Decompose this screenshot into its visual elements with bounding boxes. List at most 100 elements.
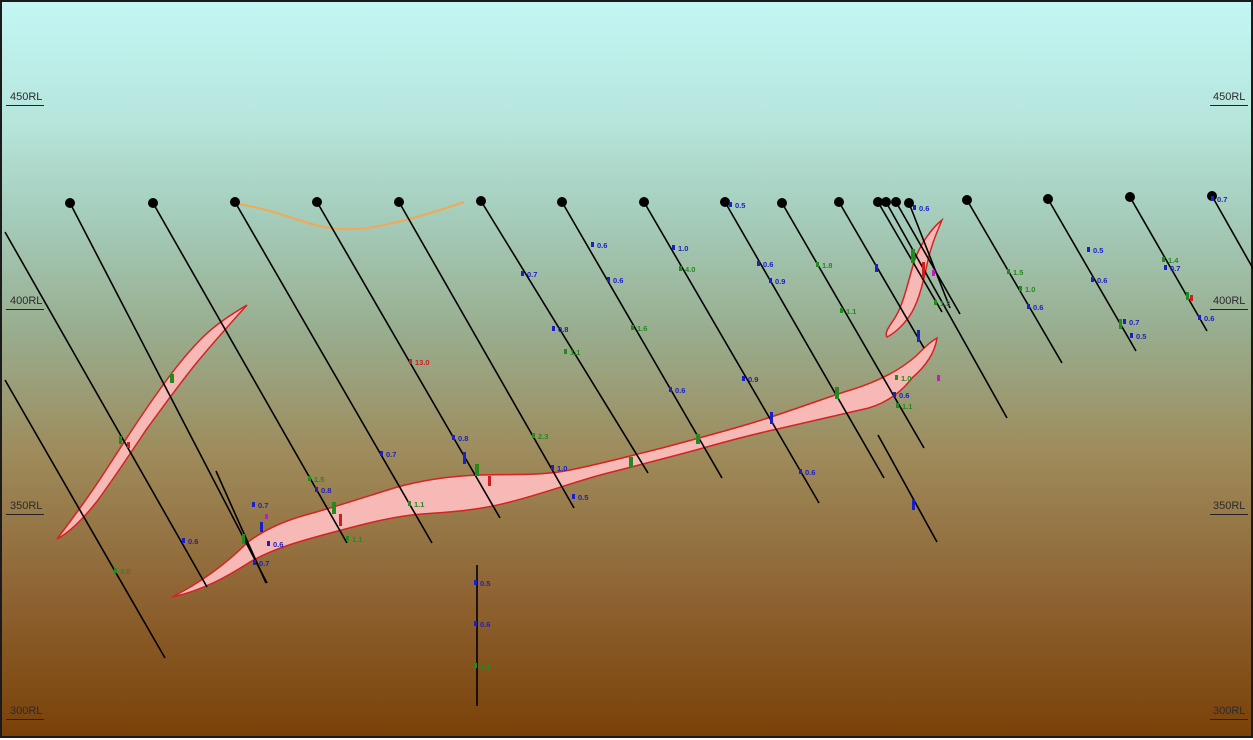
assay-label: 0.6 xyxy=(805,468,815,477)
drill-hole-trace xyxy=(480,200,649,474)
rl-label-350-right: 350RL xyxy=(1213,500,1246,512)
hole-collars xyxy=(65,191,1217,208)
assay-label: 1.1 xyxy=(352,535,362,544)
hole-collar xyxy=(891,197,901,207)
drill-hole-trace xyxy=(4,231,208,588)
assay-label: 1.4 xyxy=(1168,256,1179,265)
drill-hole-trace xyxy=(69,202,268,584)
lode-upper-left xyxy=(56,304,248,540)
hole-collar xyxy=(557,197,567,207)
hole-collar xyxy=(1043,194,1053,204)
assay-label: 0.6 xyxy=(675,386,685,395)
hole-collar xyxy=(312,197,322,207)
drill-hole-trace xyxy=(877,201,943,313)
assay-label: 1.1 xyxy=(846,307,856,316)
drill-hole-trace xyxy=(561,201,723,479)
rl-tick-350-left xyxy=(6,514,44,515)
assay-label: 0.7 xyxy=(527,270,537,279)
lode-main xyxy=(171,336,938,598)
assay-label: 0.8 xyxy=(321,486,331,495)
assay-label: 1.3 xyxy=(940,299,950,308)
rl-label-350-left: 350RL xyxy=(10,500,43,512)
rl-label-300-left: 300RL xyxy=(10,705,43,717)
assay-label: 0.6 xyxy=(1033,303,1043,312)
drill-hole-trace xyxy=(781,202,925,449)
drill-hole-trace xyxy=(966,199,1063,364)
hole-collar xyxy=(639,197,649,207)
assay-label: 0.6 xyxy=(919,204,929,213)
assay-label: 0.6 xyxy=(480,620,490,629)
hole-collar xyxy=(962,195,972,205)
drill-hole-trace xyxy=(152,202,348,544)
assay-label: 0.8 xyxy=(558,325,568,334)
drill-hole-trace xyxy=(877,434,938,543)
assay-label: 0.9 xyxy=(775,277,785,286)
rl-tick-450-right xyxy=(1210,105,1248,106)
assay-label: 0.5 xyxy=(735,201,745,210)
assay-label: 0.6 xyxy=(1204,314,1214,323)
assay-label: 0.6 xyxy=(1097,276,1107,285)
drill-hole-trace xyxy=(234,201,433,544)
assay-label: 0.7 xyxy=(259,559,269,568)
rl-tick-350-right xyxy=(1210,514,1248,515)
assay-label: 0.6 xyxy=(273,540,283,549)
hole-collar xyxy=(1125,192,1135,202)
assay-label: 0.6 xyxy=(188,537,198,546)
rl-label-400-right: 400RL xyxy=(1213,295,1246,307)
assay-label: 1.5 xyxy=(314,475,324,484)
drill-hole-trace xyxy=(885,201,1008,419)
rl-label-450-right: 450RL xyxy=(1213,91,1246,103)
rl-tick-300-left xyxy=(6,719,44,720)
assay-label: 13.0 xyxy=(415,358,430,367)
hole-collar xyxy=(476,196,486,206)
drill-hole-trace xyxy=(1211,195,1253,271)
assay-label: 0.6 xyxy=(613,276,623,285)
hole-collar xyxy=(834,197,844,207)
drill-hole-trace xyxy=(908,202,951,309)
drill-holes xyxy=(4,195,1253,706)
drill-hole-trace xyxy=(398,201,575,509)
assay-label: 1.8 xyxy=(822,261,832,270)
drill-hole-trace xyxy=(895,201,961,315)
assay-label: 1.1 xyxy=(902,402,912,411)
drill-hole-trace xyxy=(838,201,925,349)
rl-label-300-right: 300RL xyxy=(1213,705,1246,717)
assay-label: 1.6 xyxy=(637,324,647,333)
assay-label: 2.3 xyxy=(538,432,548,441)
drill-hole-trace xyxy=(4,379,166,659)
hole-collar xyxy=(65,198,75,208)
hole-collar xyxy=(394,197,404,207)
assay-label: 1.0 xyxy=(557,464,567,473)
intercept-clusters xyxy=(119,249,1193,544)
assay-label: 0.5 xyxy=(480,579,490,588)
hole-collar xyxy=(148,198,158,208)
assay-label: 4.0 xyxy=(685,265,695,274)
assay-label: 0.7 xyxy=(386,450,396,459)
assay-label: 0.6 xyxy=(597,241,607,250)
assay-label: 1.0 xyxy=(901,374,911,383)
hole-collar xyxy=(904,198,914,208)
hole-collar xyxy=(230,197,240,207)
assay-label: 0.7 xyxy=(1129,318,1139,327)
assay-label: 0.9 xyxy=(748,375,758,384)
assay-label: 1.5 xyxy=(1013,268,1023,277)
assay-labels: 0.5 0.6 0.7 0.6 1.0 4.0 0.6 0.9 1.8 0.5 … xyxy=(114,195,1227,671)
drill-hole-trace xyxy=(724,201,885,479)
rl-tick-300-right xyxy=(1210,719,1248,720)
rl-tick-400-left xyxy=(6,309,44,310)
assay-label: 0.8 xyxy=(458,434,468,443)
assay-label: 1.0 xyxy=(1025,285,1035,294)
assay-label: 0.6 xyxy=(763,260,773,269)
assay-label: 1.0 xyxy=(678,244,688,253)
assay-label: 1.1 xyxy=(570,348,580,357)
assay-label: 0.5 xyxy=(1136,332,1146,341)
assay-label: 3.0 xyxy=(120,567,130,576)
hole-collar xyxy=(873,197,883,207)
rl-label-450-left: 450RL xyxy=(10,91,43,103)
rl-tick-450-left xyxy=(6,105,44,106)
lode-upper-right xyxy=(885,217,944,338)
rl-tick-400-right xyxy=(1210,309,1248,310)
drill-hole-trace xyxy=(316,201,501,519)
